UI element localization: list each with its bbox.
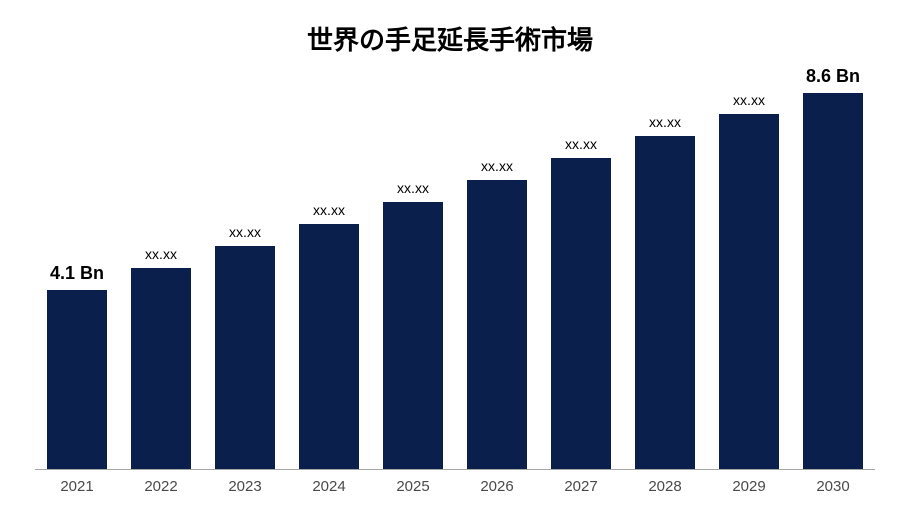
bar-slot: 4.1 Bn (35, 75, 119, 469)
bar: xx.xx (131, 268, 191, 469)
bar-value-label: xx.xx (397, 180, 429, 196)
x-axis-labels: 2021202220232024202520262027202820292030 (35, 478, 875, 495)
bar-slot: xx.xx (203, 75, 287, 469)
bar: xx.xx (635, 136, 695, 469)
bar-value-label: xx.xx (145, 246, 177, 262)
plot-area: 4.1 Bn xx.xx xx.xx xx.xx xx.xx xx.xx xx.xx xx.x… (35, 75, 875, 470)
chart-title: 世界の手足延長手術市場 (0, 20, 900, 57)
bar-value-label: xx.xx (229, 224, 261, 240)
x-axis-tick-label: 2028 (623, 478, 707, 495)
bar: xx.xx (551, 158, 611, 469)
bar: 4.1 Bn (47, 290, 107, 469)
bar: xx.xx (383, 202, 443, 469)
bar-value-label: 4.1 Bn (50, 263, 104, 284)
bar-slot: xx.xx (371, 75, 455, 469)
bar-slot: xx.xx (539, 75, 623, 469)
bar-slot: xx.xx (623, 75, 707, 469)
bar-slot: xx.xx (455, 75, 539, 469)
bar-slot: xx.xx (287, 75, 371, 469)
bar-slot: 8.6 Bn (791, 75, 875, 469)
x-axis-tick-label: 2026 (455, 478, 539, 495)
bar-slot: xx.xx (119, 75, 203, 469)
bar-value-label: 8.6 Bn (806, 66, 860, 87)
x-axis-tick-label: 2024 (287, 478, 371, 495)
x-axis-tick-label: 2030 (791, 478, 875, 495)
bar-value-label: xx.xx (565, 136, 597, 152)
x-axis-tick-label: 2027 (539, 478, 623, 495)
bar: 8.6 Bn (803, 93, 863, 469)
x-axis-tick-label: 2029 (707, 478, 791, 495)
bar-value-label: xx.xx (649, 114, 681, 130)
bars-container: 4.1 Bn xx.xx xx.xx xx.xx xx.xx xx.xx xx.xx xx.x… (35, 75, 875, 469)
bar: xx.xx (719, 114, 779, 469)
x-axis-line (35, 469, 875, 470)
market-bar-chart: 世界の手足延長手術市場 4.1 Bn xx.xx xx.xx xx.xx xx.xx xx… (0, 0, 900, 525)
bar-value-label: xx.xx (313, 202, 345, 218)
x-axis-tick-label: 2025 (371, 478, 455, 495)
bar: xx.xx (299, 224, 359, 469)
bar-slot: xx.xx (707, 75, 791, 469)
bar: xx.xx (215, 246, 275, 469)
x-axis-tick-label: 2022 (119, 478, 203, 495)
x-axis-tick-label: 2021 (35, 478, 119, 495)
x-axis-tick-label: 2023 (203, 478, 287, 495)
bar-value-label: xx.xx (733, 92, 765, 108)
bar: xx.xx (467, 180, 527, 469)
bar-value-label: xx.xx (481, 158, 513, 174)
